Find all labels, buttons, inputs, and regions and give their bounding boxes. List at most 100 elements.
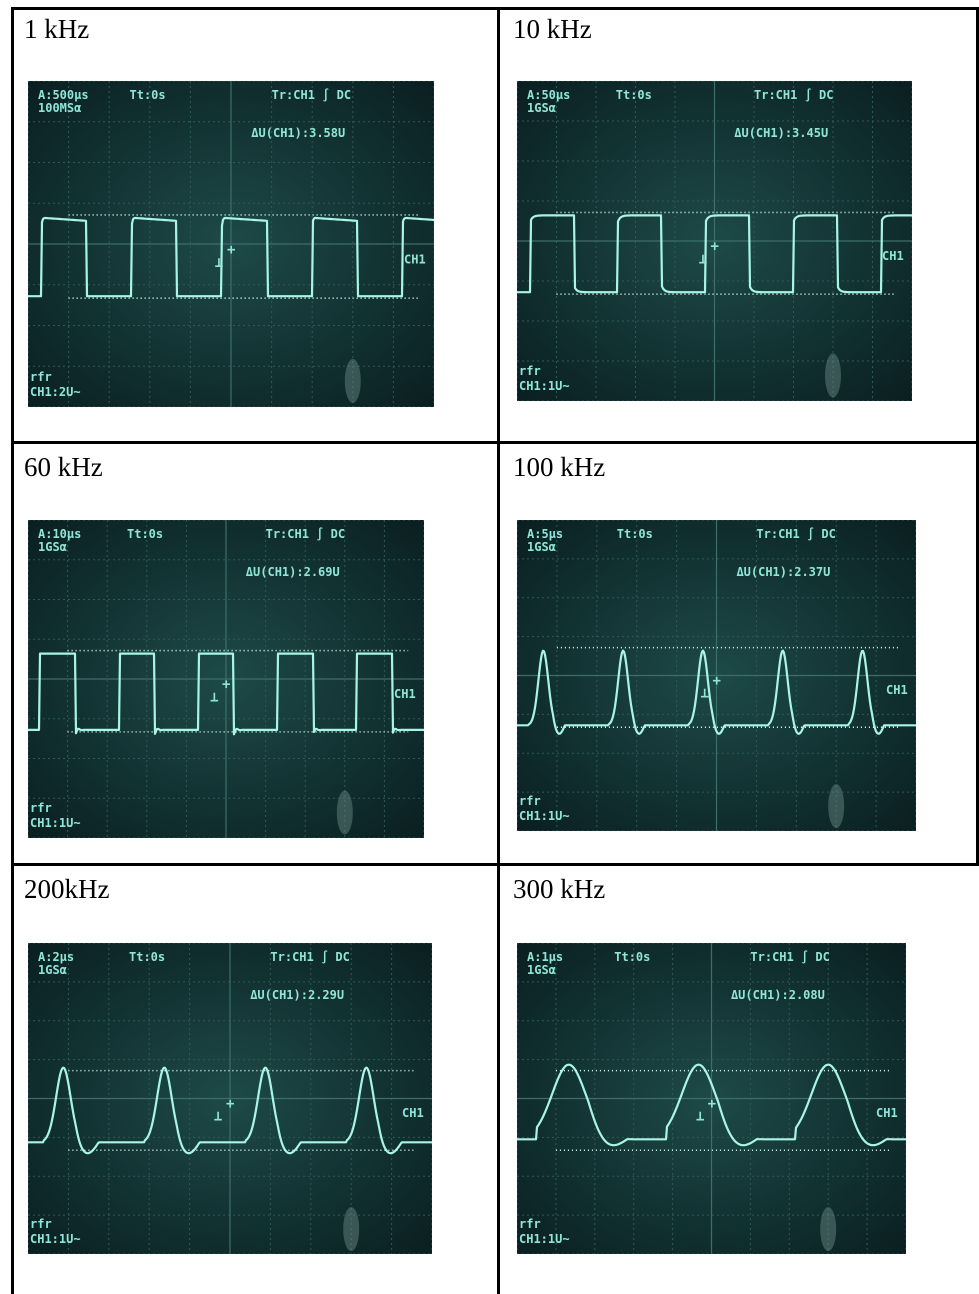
delta-v-readout: ΔU(CH1):3.45U (734, 126, 828, 140)
trigger-time-readout: Tt:0s (130, 88, 166, 102)
trigger-marker: + (227, 242, 235, 258)
ground-marker: ⊥ (701, 685, 709, 701)
trigger-marker: + (226, 1096, 234, 1112)
frequency-label-10khz: 10 kHz (513, 14, 592, 44)
frequency-label-300khz: 300 kHz (513, 874, 606, 904)
screen-reflection (343, 1207, 360, 1252)
acquire-mode: rfr (519, 794, 541, 808)
oscilloscope-photo-60khz: ⊥ + A:10µs 1GSα Tt:0s Tr:CH1 ∫ DC ΔU(CH1):2.69… (28, 520, 424, 838)
table-row-divider-1 (11, 441, 979, 444)
frequency-label-100khz: 100 kHz (513, 452, 606, 482)
graticule (28, 943, 432, 1254)
ground-marker: ⊥ (215, 255, 223, 271)
waveform-trace (517, 214, 912, 294)
trigger-readout: Tr:CH1 ∫ DC (270, 950, 349, 964)
trigger-readout: Tr:CH1 ∫ DC (266, 527, 345, 541)
waveform-trace (28, 216, 434, 298)
ground-marker: ⊥ (696, 1108, 704, 1124)
trigger-marker: + (711, 239, 719, 255)
trigger-readout: Tr:CH1 ∫ DC (754, 88, 833, 102)
acquire-mode: rfr (30, 370, 52, 384)
table-right-border (976, 7, 979, 863)
delta-v-cursors (556, 211, 897, 295)
timebase-readout: A:10µs (38, 527, 81, 541)
screen-reflection (820, 1207, 837, 1252)
trigger-readout: Tr:CH1 ∫ DC (750, 950, 829, 964)
graticule (517, 943, 906, 1254)
channel-scale-readout: CH1:1U~ (30, 816, 81, 830)
table-row-divider-2 (11, 863, 979, 866)
oscilloscope-photo-100khz: ⊥ + A:5µs 1GSα Tt:0s Tr:CH1 ∫ DC ΔU(CH1):2.37U… (517, 520, 916, 831)
acquire-mode: rfr (30, 1217, 52, 1231)
graticule (28, 81, 434, 407)
screen-reflection (344, 358, 361, 403)
trigger-time-readout: Tt:0s (617, 527, 653, 541)
acquire-mode: rfr (519, 364, 541, 378)
channel-tag: CH1 (402, 1106, 424, 1120)
sample-rate-readout: 1GSα (38, 540, 67, 554)
trigger-marker: + (713, 673, 721, 689)
waveform-trace (517, 1063, 906, 1147)
timebase-readout: A:50µs (527, 88, 570, 102)
table-column-divider (497, 7, 500, 1294)
frequency-label-200khz: 200kHz (24, 874, 110, 904)
delta-v-readout: ΔU(CH1):3.58U (251, 126, 345, 140)
trigger-time-readout: Tt:0s (614, 950, 650, 964)
trigger-time-readout: Tt:0s (616, 88, 652, 102)
frequency-label-60khz: 60 kHz (24, 452, 103, 482)
channel-scale-readout: CH1:1U~ (519, 809, 570, 823)
channel-tag: CH1 (394, 687, 416, 701)
timebase-readout: A:5µs (527, 527, 563, 541)
sample-rate-readout: 1GSα (38, 963, 67, 977)
trigger-time-readout: Tt:0s (129, 950, 165, 964)
table-top-border (11, 7, 979, 10)
delta-v-readout: ΔU(CH1):2.08U (731, 988, 825, 1002)
channel-scale-readout: CH1:1U~ (519, 1232, 570, 1246)
waveform-trace (28, 652, 424, 736)
acquire-mode: rfr (519, 1217, 541, 1231)
ground-marker: ⊥ (210, 689, 218, 705)
delta-v-cursors (67, 649, 409, 733)
screen-reflection (828, 784, 845, 829)
trigger-marker: + (708, 1096, 716, 1112)
table-left-border (11, 7, 14, 1294)
channel-tag: CH1 (876, 1106, 898, 1120)
sample-rate-readout: 1GSα (527, 101, 556, 115)
trigger-marker: + (222, 677, 230, 693)
delta-v-readout: ΔU(CH1):2.37U (736, 565, 830, 579)
acquire-mode: rfr (30, 801, 52, 815)
timebase-readout: A:2µs (38, 950, 74, 964)
screen-reflection (825, 353, 841, 398)
frequency-label-1khz: 1 kHz (24, 14, 90, 44)
graticule (517, 520, 916, 831)
oscilloscope-photo-1khz: ⊥ + A:500µs 100MSα Tt:0s Tr:CH1 ∫ DC ΔU(CH1):3… (28, 81, 434, 407)
sample-rate-readout: 1GSα (527, 540, 556, 554)
channel-tag: CH1 (886, 683, 908, 697)
delta-v-readout: ΔU(CH1):2.29U (250, 988, 344, 1002)
oscilloscope-photo-10khz: ⊥ + A:50µs 1GSα Tt:0s Tr:CH1 ∫ DC ΔU(CH1):3.45… (517, 81, 912, 401)
oscilloscope-photo-300khz: ⊥ + A:1µs 1GSα Tt:0s Tr:CH1 ∫ DC ΔU(CH1):2.08U… (517, 943, 906, 1254)
oscilloscope-photo-200khz: ⊥ + A:2µs 1GSα Tt:0s Tr:CH1 ∫ DC ΔU(CH1):2.29U… (28, 943, 432, 1254)
timebase-readout: A:500µs (38, 88, 89, 102)
channel-scale-readout: CH1:1U~ (519, 379, 570, 393)
sample-rate-readout: 100MSα (38, 101, 81, 115)
trigger-time-readout: Tt:0s (127, 527, 163, 541)
waveform-trace (28, 1066, 432, 1155)
trigger-readout: Tr:CH1 ∫ DC (272, 88, 351, 102)
channel-scale-readout: CH1:1U~ (30, 1232, 81, 1246)
channel-tag: CH1 (404, 253, 426, 267)
waveform-trace (517, 649, 916, 735)
ground-marker: ⊥ (699, 251, 707, 267)
channel-tag: CH1 (882, 249, 904, 263)
screen-reflection (336, 790, 353, 835)
ground-marker: ⊥ (214, 1108, 222, 1124)
sample-rate-readout: 1GSα (527, 963, 556, 977)
timebase-readout: A:1µs (527, 950, 563, 964)
trigger-readout: Tr:CH1 ∫ DC (756, 527, 835, 541)
